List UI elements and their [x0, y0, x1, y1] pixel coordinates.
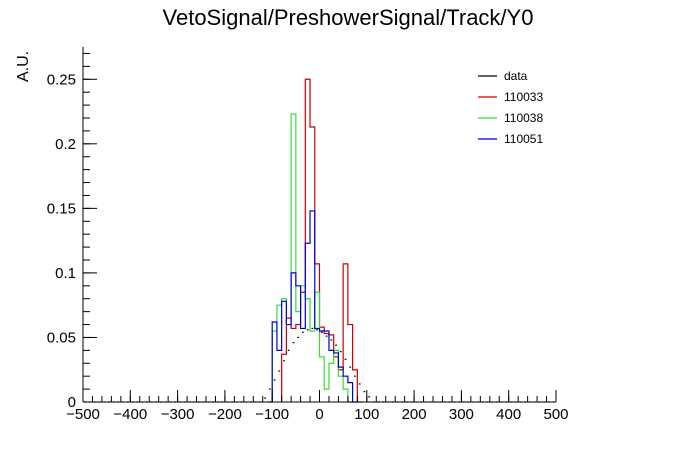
x-tick-label: −200	[208, 406, 242, 423]
x-tick-label: −500	[66, 406, 100, 423]
y-tick-label: 0.15	[47, 200, 76, 217]
y-tick-label: 0.25	[47, 71, 76, 88]
y-tick-label: 0.05	[47, 329, 76, 346]
series-layer	[84, 78, 555, 403]
x-tick-label: −400	[113, 406, 147, 423]
y-axis-label: A.U.	[15, 51, 32, 82]
x-tick-label: 500	[543, 406, 568, 423]
y-tick-label: 0.1	[55, 265, 76, 282]
x-tick-label: 300	[449, 406, 474, 423]
x-tick-label: 200	[402, 406, 427, 423]
series-line-110038	[271, 113, 353, 403]
series-line-110051	[267, 210, 358, 403]
x-tick-label: −300	[161, 406, 195, 423]
legend-label-110038: 110038	[504, 111, 543, 125]
y-tick-label: 0	[68, 394, 76, 411]
x-tick-label: −100	[255, 406, 289, 423]
chart-title: VetoSignal/PreshowerSignal/Track/Y0	[163, 5, 534, 30]
x-tick-label: 100	[354, 406, 379, 423]
x-tick-label: 400	[496, 406, 521, 423]
y-tick-label: 0.2	[55, 136, 76, 153]
legend-label-data: data	[504, 69, 528, 83]
legend: data 110033 110038 110051	[478, 69, 543, 146]
x-tick-label: 0	[315, 406, 323, 423]
legend-label-110033: 110033	[504, 90, 543, 104]
series-line-110033	[281, 78, 363, 403]
axes-layer: −500 −400 −300 −200 −100 0 100 200 300 400 500 0 0.0…	[47, 47, 569, 423]
legend-label-110051: 110051	[504, 132, 543, 146]
